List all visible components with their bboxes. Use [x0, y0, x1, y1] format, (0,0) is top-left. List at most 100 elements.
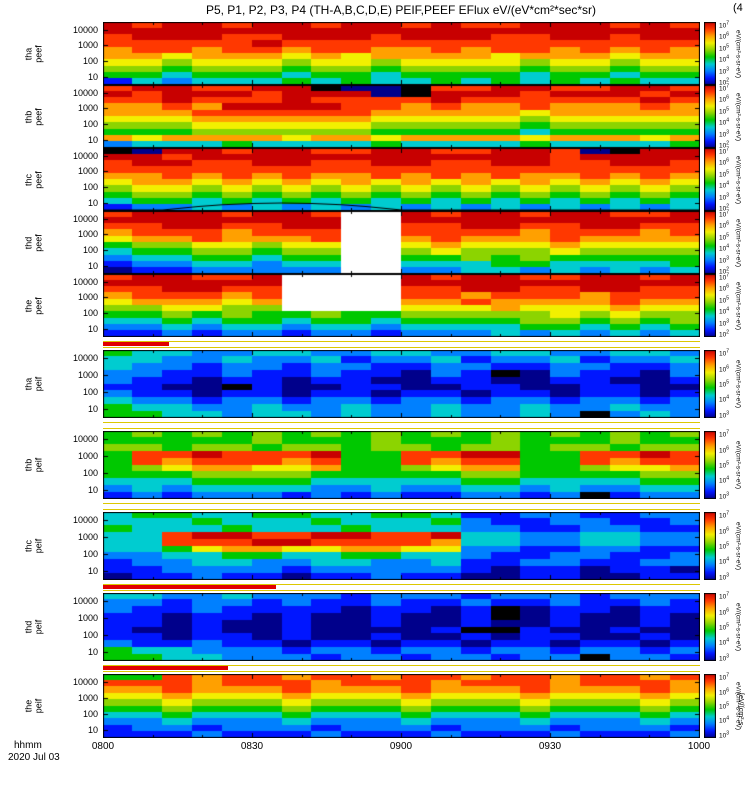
colorbar-tick-label: 104 [719, 394, 730, 404]
panel-label-the-peif: the peif [23, 698, 44, 714]
colorbar-tick-label: 103 [719, 191, 730, 202]
y-tick-label: 1000 [77, 451, 98, 462]
colorbar-tick-label: 106 [719, 220, 730, 231]
colorbar-tick-label: 106 [719, 526, 730, 536]
corner-note-bottom: [eV/(cm²-s- [737, 693, 744, 728]
panel-label-thc-peef: thc peef [23, 170, 44, 189]
y-tick-label: 1000 [77, 613, 98, 624]
colorbar [704, 211, 716, 274]
flag-strip [103, 341, 700, 348]
y-tick-label: 10 [87, 724, 98, 735]
y-tick-label: 10 [87, 71, 98, 82]
flag-red-bar [103, 666, 229, 670]
colorbar [704, 593, 716, 661]
x-tick-label: 0830 [240, 741, 264, 752]
spectrogram-the-peif [103, 674, 700, 738]
y-tick-label: 10000 [72, 353, 98, 364]
colorbar-unit-label: eV/(cm²-s-sr-eV) [734, 218, 742, 267]
panel-label-thc-peif: thc peif [23, 538, 44, 554]
colorbar-tick-label: 104 [719, 637, 730, 647]
colorbar-tick-label: 106 [719, 283, 730, 294]
y-tick-label: 10 [87, 260, 98, 271]
colorbar-tick-label: 106 [719, 687, 730, 697]
colorbar-tick-label: 104 [719, 117, 730, 127]
y-tick-label: 10000 [72, 515, 98, 526]
colorbar-tick-label: 107 [719, 83, 730, 93]
colorbar-tick-label: 104 [719, 306, 730, 316]
colorbar-tick-label: 103 [719, 317, 730, 328]
colorbar-tick-label: 107 [719, 272, 730, 282]
date-label: 2020 Jul 03 [8, 752, 60, 763]
colorbar-unit-label: eV/(cm²-s-sr-eV) [734, 155, 742, 204]
colorbar-tick-label: 102 [719, 140, 730, 150]
colorbar-tick-label: 104 [719, 715, 730, 725]
y-tick-label: 10 [87, 404, 98, 415]
panel-label-the-peef: the peef [23, 296, 44, 315]
y-tick-label: 10000 [72, 213, 98, 224]
colorbar-tick-label: 103 [719, 410, 730, 420]
colorbar-tick-label: 104 [719, 243, 730, 253]
y-tick-label: 10000 [72, 434, 98, 445]
y-tick-label: 1000 [77, 229, 98, 240]
colorbar-unit-label: eV/(cm²-s-sr-eV) [734, 440, 742, 490]
corner-note-top: (4 [733, 2, 743, 14]
flag-strip [103, 665, 700, 672]
colorbar-tick-label: 107 [719, 146, 730, 156]
x-axis-unit-label: hhmm [14, 740, 42, 751]
colorbar [704, 674, 716, 738]
y-tick-label: 10000 [72, 150, 98, 161]
colorbar-tick-label: 102 [719, 266, 730, 276]
colorbar-tick-label: 107 [719, 672, 730, 682]
spectrogram-tha-peif [103, 350, 700, 418]
colorbar [704, 512, 716, 580]
colorbar-tick-label: 103 [719, 491, 730, 501]
colorbar-tick-label: 104 [719, 54, 730, 64]
y-tick-label: 10 [87, 566, 98, 577]
spectrogram-thb-peef [103, 85, 700, 148]
y-tick-label: 10000 [72, 87, 98, 98]
colorbar-tick-label: 102 [719, 77, 730, 87]
colorbar [704, 431, 716, 499]
colorbar-tick-label: 105 [719, 43, 730, 53]
flag-strip [103, 584, 700, 591]
x-tick-label: 1000 [687, 741, 711, 752]
colorbar-tick-label: 105 [719, 701, 730, 711]
spectrogram-thc-peef [103, 148, 700, 211]
colorbar-tick-label: 107 [719, 510, 730, 520]
colorbar-tick-label: 103 [719, 730, 730, 740]
x-tick-label: 0900 [389, 741, 413, 752]
y-tick-label: 100 [82, 182, 98, 193]
y-tick-label: 100 [82, 630, 98, 641]
colorbar [704, 85, 716, 148]
y-tick-label: 100 [82, 708, 98, 719]
y-tick-label: 1000 [77, 370, 98, 381]
spectrogram-thd-peif [103, 593, 700, 661]
panel-label-thd-peef: thd peef [23, 233, 44, 252]
colorbar-unit-label: eV/(cm²-s-sr-eV) [734, 281, 742, 330]
colorbar-tick-label: 103 [719, 65, 730, 76]
y-tick-label: 100 [82, 549, 98, 560]
colorbar-tick-label: 107 [719, 429, 730, 439]
spectrogram-thc-peif [103, 512, 700, 580]
colorbar-tick-label: 105 [719, 106, 730, 116]
y-tick-label: 10 [87, 134, 98, 145]
colorbar [704, 350, 716, 418]
panel-label-thb-peef: thb peef [23, 107, 44, 126]
y-tick-label: 100 [82, 387, 98, 398]
colorbar [704, 148, 716, 211]
spectrogram-thb-peif [103, 431, 700, 499]
colorbar-tick-label: 103 [719, 653, 730, 663]
y-tick-label: 1000 [77, 692, 98, 703]
colorbar-unit-label: eV/(cm²-s-sr-eV) [734, 92, 742, 141]
colorbar-tick-label: 105 [719, 379, 730, 389]
y-tick-label: 1000 [77, 103, 98, 114]
colorbar-tick-label: 104 [719, 556, 730, 566]
y-tick-label: 100 [82, 56, 98, 67]
y-tick-label: 10 [87, 197, 98, 208]
colorbar-tick-label: 107 [719, 20, 730, 30]
y-tick-label: 10 [87, 485, 98, 496]
colorbar-tick-label: 106 [719, 445, 730, 455]
colorbar-tick-label: 107 [719, 209, 730, 219]
spectrogram-the-peef [103, 274, 700, 337]
flag-red-bar [103, 585, 277, 589]
